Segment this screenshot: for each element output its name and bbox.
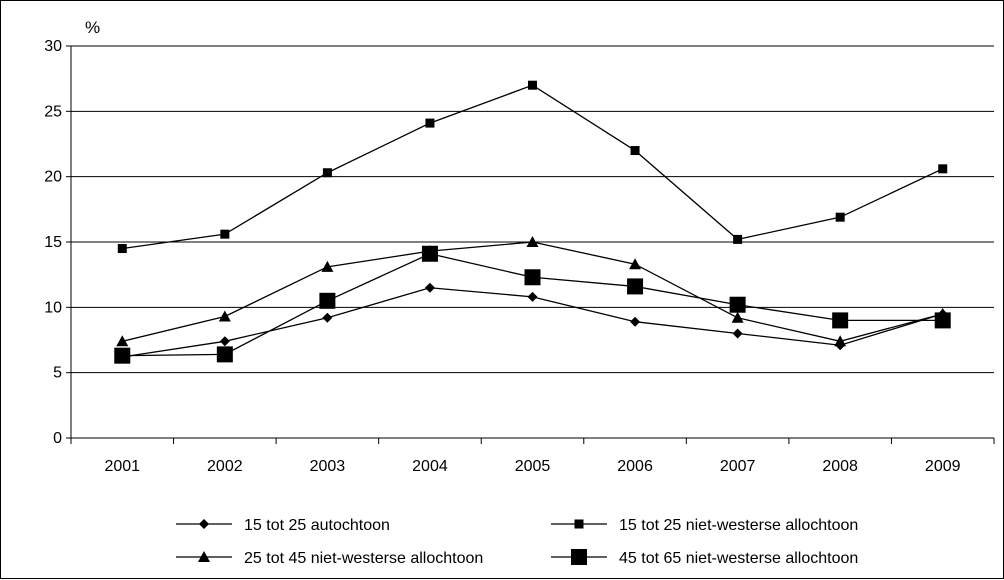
series-1 bbox=[117, 282, 948, 362]
series-2 bbox=[117, 80, 948, 254]
y-tick-label: 30 bbox=[44, 38, 62, 55]
data-point bbox=[319, 292, 336, 309]
y-tick-label: 5 bbox=[53, 365, 62, 382]
data-point bbox=[220, 229, 230, 239]
data-point bbox=[219, 336, 230, 347]
legend-entry: 25 tot 45 niet-westerse allochtoon bbox=[176, 550, 483, 567]
x-tick-label: 2005 bbox=[515, 458, 551, 475]
axes bbox=[66, 45, 995, 444]
series-line bbox=[122, 84, 943, 250]
data-point bbox=[834, 335, 847, 347]
series-line bbox=[122, 253, 943, 357]
series-line bbox=[122, 241, 943, 342]
x-tick-labels: 2001 2002 2003 2004 2005 2006 2007 2008 2009 bbox=[104, 458, 960, 475]
legend-entry: 45 tot 65 niet-westerse allochtoon bbox=[551, 549, 858, 567]
data-point bbox=[117, 244, 127, 254]
x-tick-label: 2004 bbox=[412, 458, 448, 475]
x-tick-label: 2001 bbox=[104, 458, 140, 475]
data-point bbox=[322, 312, 333, 323]
y-tick-label: 20 bbox=[44, 169, 62, 186]
series-group bbox=[114, 80, 951, 364]
data-point bbox=[528, 80, 537, 90]
legend-marker bbox=[198, 551, 210, 562]
data-point bbox=[321, 260, 334, 272]
data-point bbox=[835, 212, 845, 222]
series-4 bbox=[114, 245, 951, 364]
data-point bbox=[630, 316, 641, 327]
data-point bbox=[938, 164, 948, 174]
data-point bbox=[114, 347, 131, 364]
data-point bbox=[832, 312, 849, 329]
data-point bbox=[630, 146, 640, 156]
y-axis-unit: % bbox=[85, 18, 100, 37]
data-point bbox=[527, 291, 538, 302]
y-tick-label: 25 bbox=[44, 103, 62, 120]
series-3 bbox=[116, 236, 949, 347]
data-point bbox=[421, 245, 438, 262]
legend-marker bbox=[199, 519, 209, 529]
legend-label: 45 tot 65 niet-westerse allochtoon bbox=[619, 550, 858, 567]
x-tick-label: 2002 bbox=[207, 458, 243, 475]
data-point bbox=[216, 346, 233, 363]
y-tick-labels: 0 5 10 15 20 25 30 bbox=[44, 38, 62, 447]
data-point bbox=[629, 258, 642, 270]
data-point bbox=[729, 296, 746, 313]
x-tick-label: 2003 bbox=[310, 458, 346, 475]
data-point bbox=[627, 278, 644, 295]
legend-marker bbox=[571, 549, 587, 565]
data-point bbox=[524, 269, 541, 286]
data-point bbox=[731, 311, 744, 323]
x-tick-label: 2006 bbox=[617, 458, 653, 475]
y-tick-label: 15 bbox=[44, 234, 62, 251]
legend-label: 25 tot 45 niet-westerse allochtoon bbox=[244, 550, 483, 567]
legend-entry: 15 tot 25 niet-westerse allochtoon bbox=[551, 517, 858, 534]
data-point bbox=[732, 328, 743, 339]
data-point bbox=[733, 234, 743, 244]
x-tick-label: 2009 bbox=[925, 458, 961, 475]
legend-entry: 15 tot 25 autochtoon bbox=[176, 517, 390, 534]
data-point bbox=[424, 282, 435, 293]
data-point bbox=[934, 312, 951, 329]
x-tick-label: 2007 bbox=[720, 458, 756, 475]
legend-marker bbox=[574, 519, 584, 529]
legend: 15 tot 25 autochtoon 15 tot 25 niet-weste… bbox=[176, 517, 858, 567]
y-tick-label: 10 bbox=[44, 299, 62, 316]
data-point bbox=[425, 118, 435, 128]
legend-label: 15 tot 25 niet-westerse allochtoon bbox=[619, 517, 858, 534]
y-tick-label: 0 bbox=[53, 430, 62, 447]
data-point bbox=[218, 310, 231, 322]
legend-label: 15 tot 25 autochtoon bbox=[244, 517, 390, 534]
data-point bbox=[322, 168, 332, 178]
data-point bbox=[526, 236, 539, 247]
x-tick-label: 2008 bbox=[822, 458, 858, 475]
data-point bbox=[116, 335, 129, 347]
